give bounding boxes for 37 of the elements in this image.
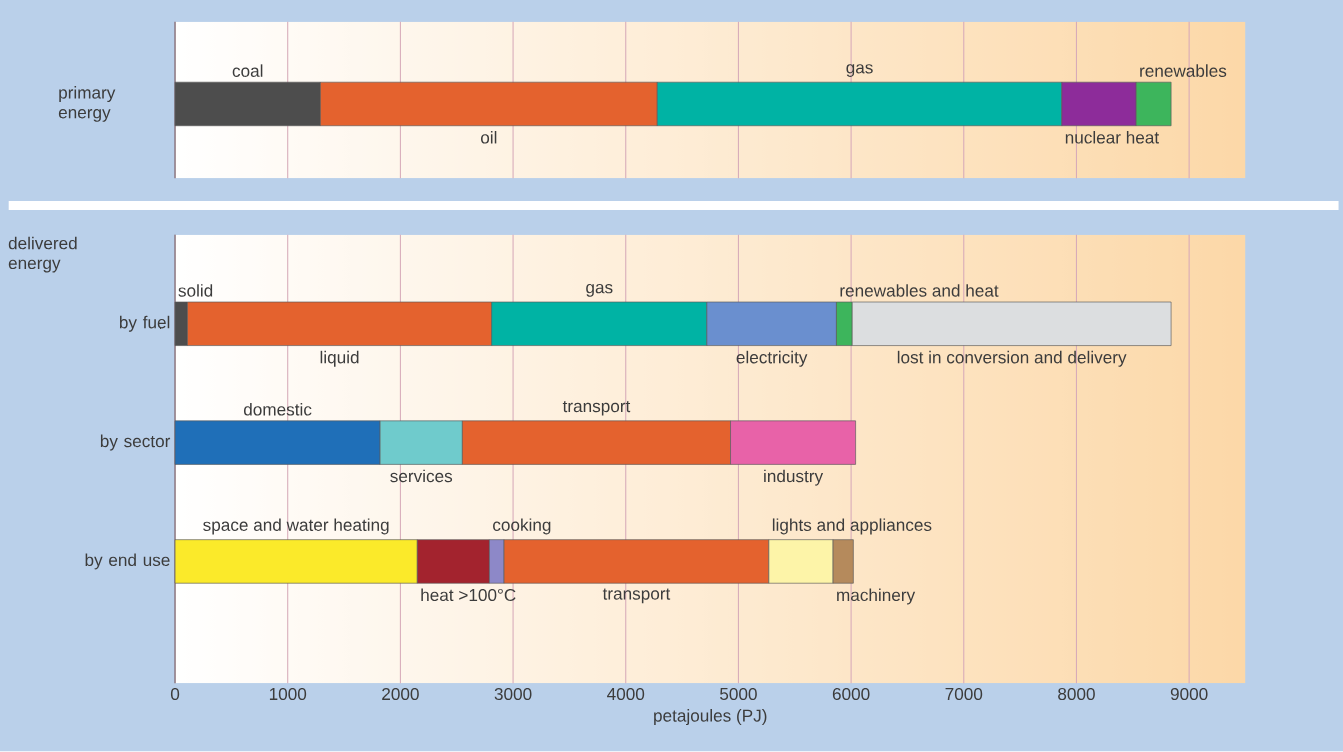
x-tick-label: 2000 (382, 688, 419, 701)
x-axis-title: petajoules (PJ) (654, 709, 767, 726)
series-label: domestic (243, 403, 312, 416)
x-tick-label: 9000 (1170, 688, 1208, 701)
x-tick-label: 4000 (607, 688, 645, 701)
series-label: transport (602, 588, 671, 604)
x-tick-label: 1000 (269, 688, 307, 701)
series-label: nuclear heat (1065, 131, 1159, 144)
y-tick-label: by fuel (119, 316, 170, 333)
y-tick-label: primary energy (58, 86, 116, 123)
text: delivered energy (8, 236, 77, 273)
series-label: gas (846, 64, 873, 78)
series-label: heat >100°C (421, 588, 516, 602)
y-tick-label: by sector (100, 434, 171, 451)
series-label: coal (232, 64, 263, 78)
x-tick-label: 8000 (1058, 688, 1095, 701)
x-tick-label: 6000 (832, 688, 870, 701)
series-label: machinery (837, 588, 916, 605)
series-label: renewables and heat (840, 284, 999, 297)
series-label: transport (562, 401, 631, 416)
series-label: electricity (736, 351, 808, 368)
y-tick-label: by end use (85, 553, 170, 570)
series-label: industry (764, 469, 824, 486)
series-label: renewables (1140, 64, 1227, 78)
series-label: cooking (493, 518, 551, 535)
series-label: lights and appliances (772, 518, 932, 535)
series-label: lost in conversion and delivery (897, 351, 1127, 368)
x-tick-label: 0 (170, 688, 180, 701)
series-label: space and water heating (203, 518, 389, 535)
series-label: liquid (320, 351, 359, 368)
series-label: gas (586, 284, 613, 297)
series-label: solid (178, 284, 213, 297)
x-tick-label: 5000 (720, 688, 757, 701)
series-label: oil (480, 131, 497, 144)
series-label: services (390, 469, 453, 483)
x-tick-label: 7000 (945, 688, 983, 701)
x-tick-label: 3000 (494, 688, 532, 701)
